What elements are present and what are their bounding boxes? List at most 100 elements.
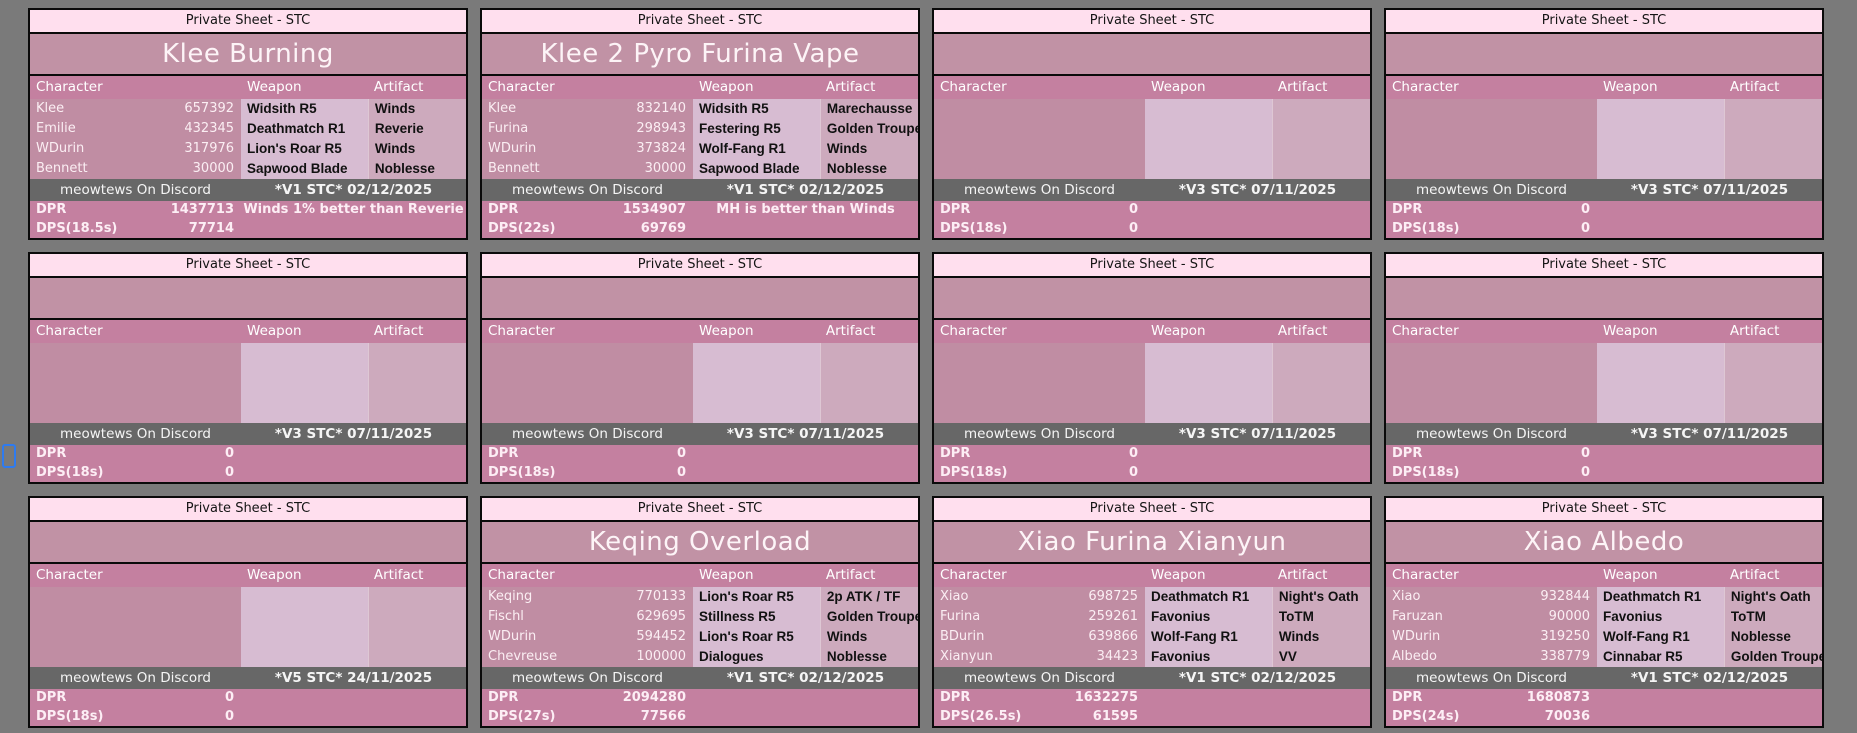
- card-title[interactable]: [934, 34, 1370, 76]
- weapon-cell[interactable]: [241, 587, 368, 607]
- dps-label-cell[interactable]: DPS(18s): [488, 465, 556, 480]
- dps-value-cell[interactable]: 77566: [640, 709, 687, 724]
- weapon-cell[interactable]: [1145, 99, 1272, 119]
- dpr-value-cell[interactable]: 0: [1128, 446, 1139, 461]
- column-header-weapon[interactable]: Weapon: [247, 567, 302, 583]
- artifact-cell[interactable]: Marechausse: [819, 99, 918, 119]
- column-header-artifact[interactable]: Artifact: [373, 79, 424, 95]
- character-value-cell[interactable]: 832140: [595, 99, 694, 119]
- artifact-cell[interactable]: Noblesse: [819, 159, 918, 179]
- weapon-cell[interactable]: [693, 383, 820, 403]
- column-header-character[interactable]: Character: [1392, 79, 1459, 95]
- sheet-header[interactable]: Private Sheet - STC: [1386, 498, 1822, 522]
- weapon-cell[interactable]: [241, 383, 368, 403]
- character-name-cell[interactable]: BDurin: [934, 627, 1048, 647]
- weapon-cell[interactable]: [1145, 159, 1272, 179]
- character-value-cell[interactable]: [143, 403, 242, 423]
- dps-label-cell[interactable]: DPS(18s): [36, 465, 104, 480]
- weapon-cell[interactable]: Lion's Roar R5: [693, 587, 820, 607]
- character-name-cell[interactable]: [30, 647, 144, 667]
- dpr-label-cell[interactable]: DPR: [36, 690, 67, 705]
- sheet-header[interactable]: Private Sheet - STC: [482, 10, 918, 34]
- version-cell[interactable]: *V3 STC* 07/11/2025: [274, 426, 433, 442]
- weapon-cell[interactable]: [241, 403, 368, 423]
- dpr-note-cell[interactable]: MH is better than Winds: [716, 202, 895, 217]
- weapon-cell[interactable]: [241, 363, 368, 383]
- card-title[interactable]: [934, 278, 1370, 320]
- column-header-character[interactable]: Character: [488, 567, 555, 583]
- artifact-cell[interactable]: Winds: [367, 99, 466, 119]
- dps-label-cell[interactable]: DPS(18s): [1392, 465, 1460, 480]
- dps-value-cell[interactable]: 61595: [1092, 709, 1139, 724]
- dpr-label-cell[interactable]: DPR: [488, 690, 519, 705]
- artifact-cell[interactable]: [1723, 403, 1822, 423]
- artifact-cell[interactable]: VV: [1271, 647, 1370, 667]
- artifact-cell[interactable]: Golden Troupe: [819, 119, 918, 139]
- weapon-cell[interactable]: [1597, 119, 1724, 139]
- character-name-cell[interactable]: Albedo: [1386, 647, 1500, 667]
- credit-cell[interactable]: meowtews On Discord: [512, 182, 663, 198]
- character-name-cell[interactable]: [1386, 363, 1500, 383]
- weapon-cell[interactable]: Cinnabar R5: [1597, 647, 1724, 667]
- weapon-cell[interactable]: Favonius: [1145, 607, 1272, 627]
- artifact-cell[interactable]: Golden Troupe: [819, 607, 918, 627]
- weapon-cell[interactable]: [1145, 363, 1272, 383]
- credit-cell[interactable]: meowtews On Discord: [1416, 670, 1567, 686]
- weapon-cell[interactable]: Lion's Roar R5: [693, 627, 820, 647]
- weapon-cell[interactable]: Wolf-Fang R1: [1145, 627, 1272, 647]
- character-name-cell[interactable]: [30, 403, 144, 423]
- dpr-value-cell[interactable]: 0: [224, 690, 235, 705]
- column-header-artifact[interactable]: Artifact: [825, 79, 876, 95]
- character-name-cell[interactable]: [30, 627, 144, 647]
- character-value-cell[interactable]: [1499, 99, 1598, 119]
- column-header-weapon[interactable]: Weapon: [247, 79, 302, 95]
- weapon-cell[interactable]: [1597, 383, 1724, 403]
- artifact-cell[interactable]: [819, 383, 918, 403]
- character-name-cell[interactable]: [1386, 139, 1500, 159]
- artifact-cell[interactable]: [1723, 383, 1822, 403]
- column-header-weapon[interactable]: Weapon: [1603, 323, 1658, 339]
- character-value-cell[interactable]: [1499, 403, 1598, 423]
- version-cell[interactable]: *V3 STC* 07/11/2025: [1178, 182, 1337, 198]
- version-cell[interactable]: *V1 STC* 02/12/2025: [274, 182, 433, 198]
- credit-cell[interactable]: meowtews On Discord: [512, 426, 663, 442]
- card-title[interactable]: [1386, 278, 1822, 320]
- character-name-cell[interactable]: Chevreuse: [482, 647, 596, 667]
- version-cell[interactable]: *V1 STC* 02/12/2025: [1178, 670, 1337, 686]
- artifact-cell[interactable]: [367, 627, 466, 647]
- weapon-cell[interactable]: Sapwood Blade: [693, 159, 820, 179]
- artifact-cell[interactable]: Winds: [819, 139, 918, 159]
- sheet-header[interactable]: Private Sheet - STC: [30, 254, 466, 278]
- character-value-cell[interactable]: 317976: [143, 139, 242, 159]
- artifact-cell[interactable]: [1723, 363, 1822, 383]
- character-value-cell[interactable]: [1499, 159, 1598, 179]
- artifact-cell[interactable]: [367, 343, 466, 363]
- column-header-artifact[interactable]: Artifact: [1277, 79, 1328, 95]
- character-value-cell[interactable]: [595, 363, 694, 383]
- character-name-cell[interactable]: Xiao: [934, 587, 1048, 607]
- character-value-cell[interactable]: 770133: [595, 587, 694, 607]
- dpr-value-cell[interactable]: 0: [676, 446, 687, 461]
- dps-value-cell[interactable]: 77714: [188, 221, 235, 236]
- artifact-cell[interactable]: [1271, 159, 1370, 179]
- character-value-cell[interactable]: 373824: [595, 139, 694, 159]
- character-name-cell[interactable]: Xianyun: [934, 647, 1048, 667]
- sheet-header[interactable]: Private Sheet - STC: [934, 498, 1370, 522]
- credit-cell[interactable]: meowtews On Discord: [1416, 426, 1567, 442]
- character-value-cell[interactable]: [1499, 363, 1598, 383]
- character-value-cell[interactable]: [595, 403, 694, 423]
- character-name-cell[interactable]: [1386, 119, 1500, 139]
- column-header-character[interactable]: Character: [36, 567, 103, 583]
- artifact-cell[interactable]: ToTM: [1723, 607, 1822, 627]
- weapon-cell[interactable]: Widsith R5: [241, 99, 368, 119]
- dps-value-cell[interactable]: 0: [1128, 465, 1139, 480]
- version-cell[interactable]: *V1 STC* 02/12/2025: [1630, 670, 1789, 686]
- card-title[interactable]: [482, 278, 918, 320]
- weapon-cell[interactable]: [1597, 99, 1724, 119]
- column-header-artifact[interactable]: Artifact: [373, 567, 424, 583]
- column-header-weapon[interactable]: Weapon: [1151, 323, 1206, 339]
- dpr-label-cell[interactable]: DPR: [1392, 690, 1423, 705]
- dpr-value-cell[interactable]: 0: [1580, 446, 1591, 461]
- character-value-cell[interactable]: [1499, 139, 1598, 159]
- column-header-character[interactable]: Character: [940, 79, 1007, 95]
